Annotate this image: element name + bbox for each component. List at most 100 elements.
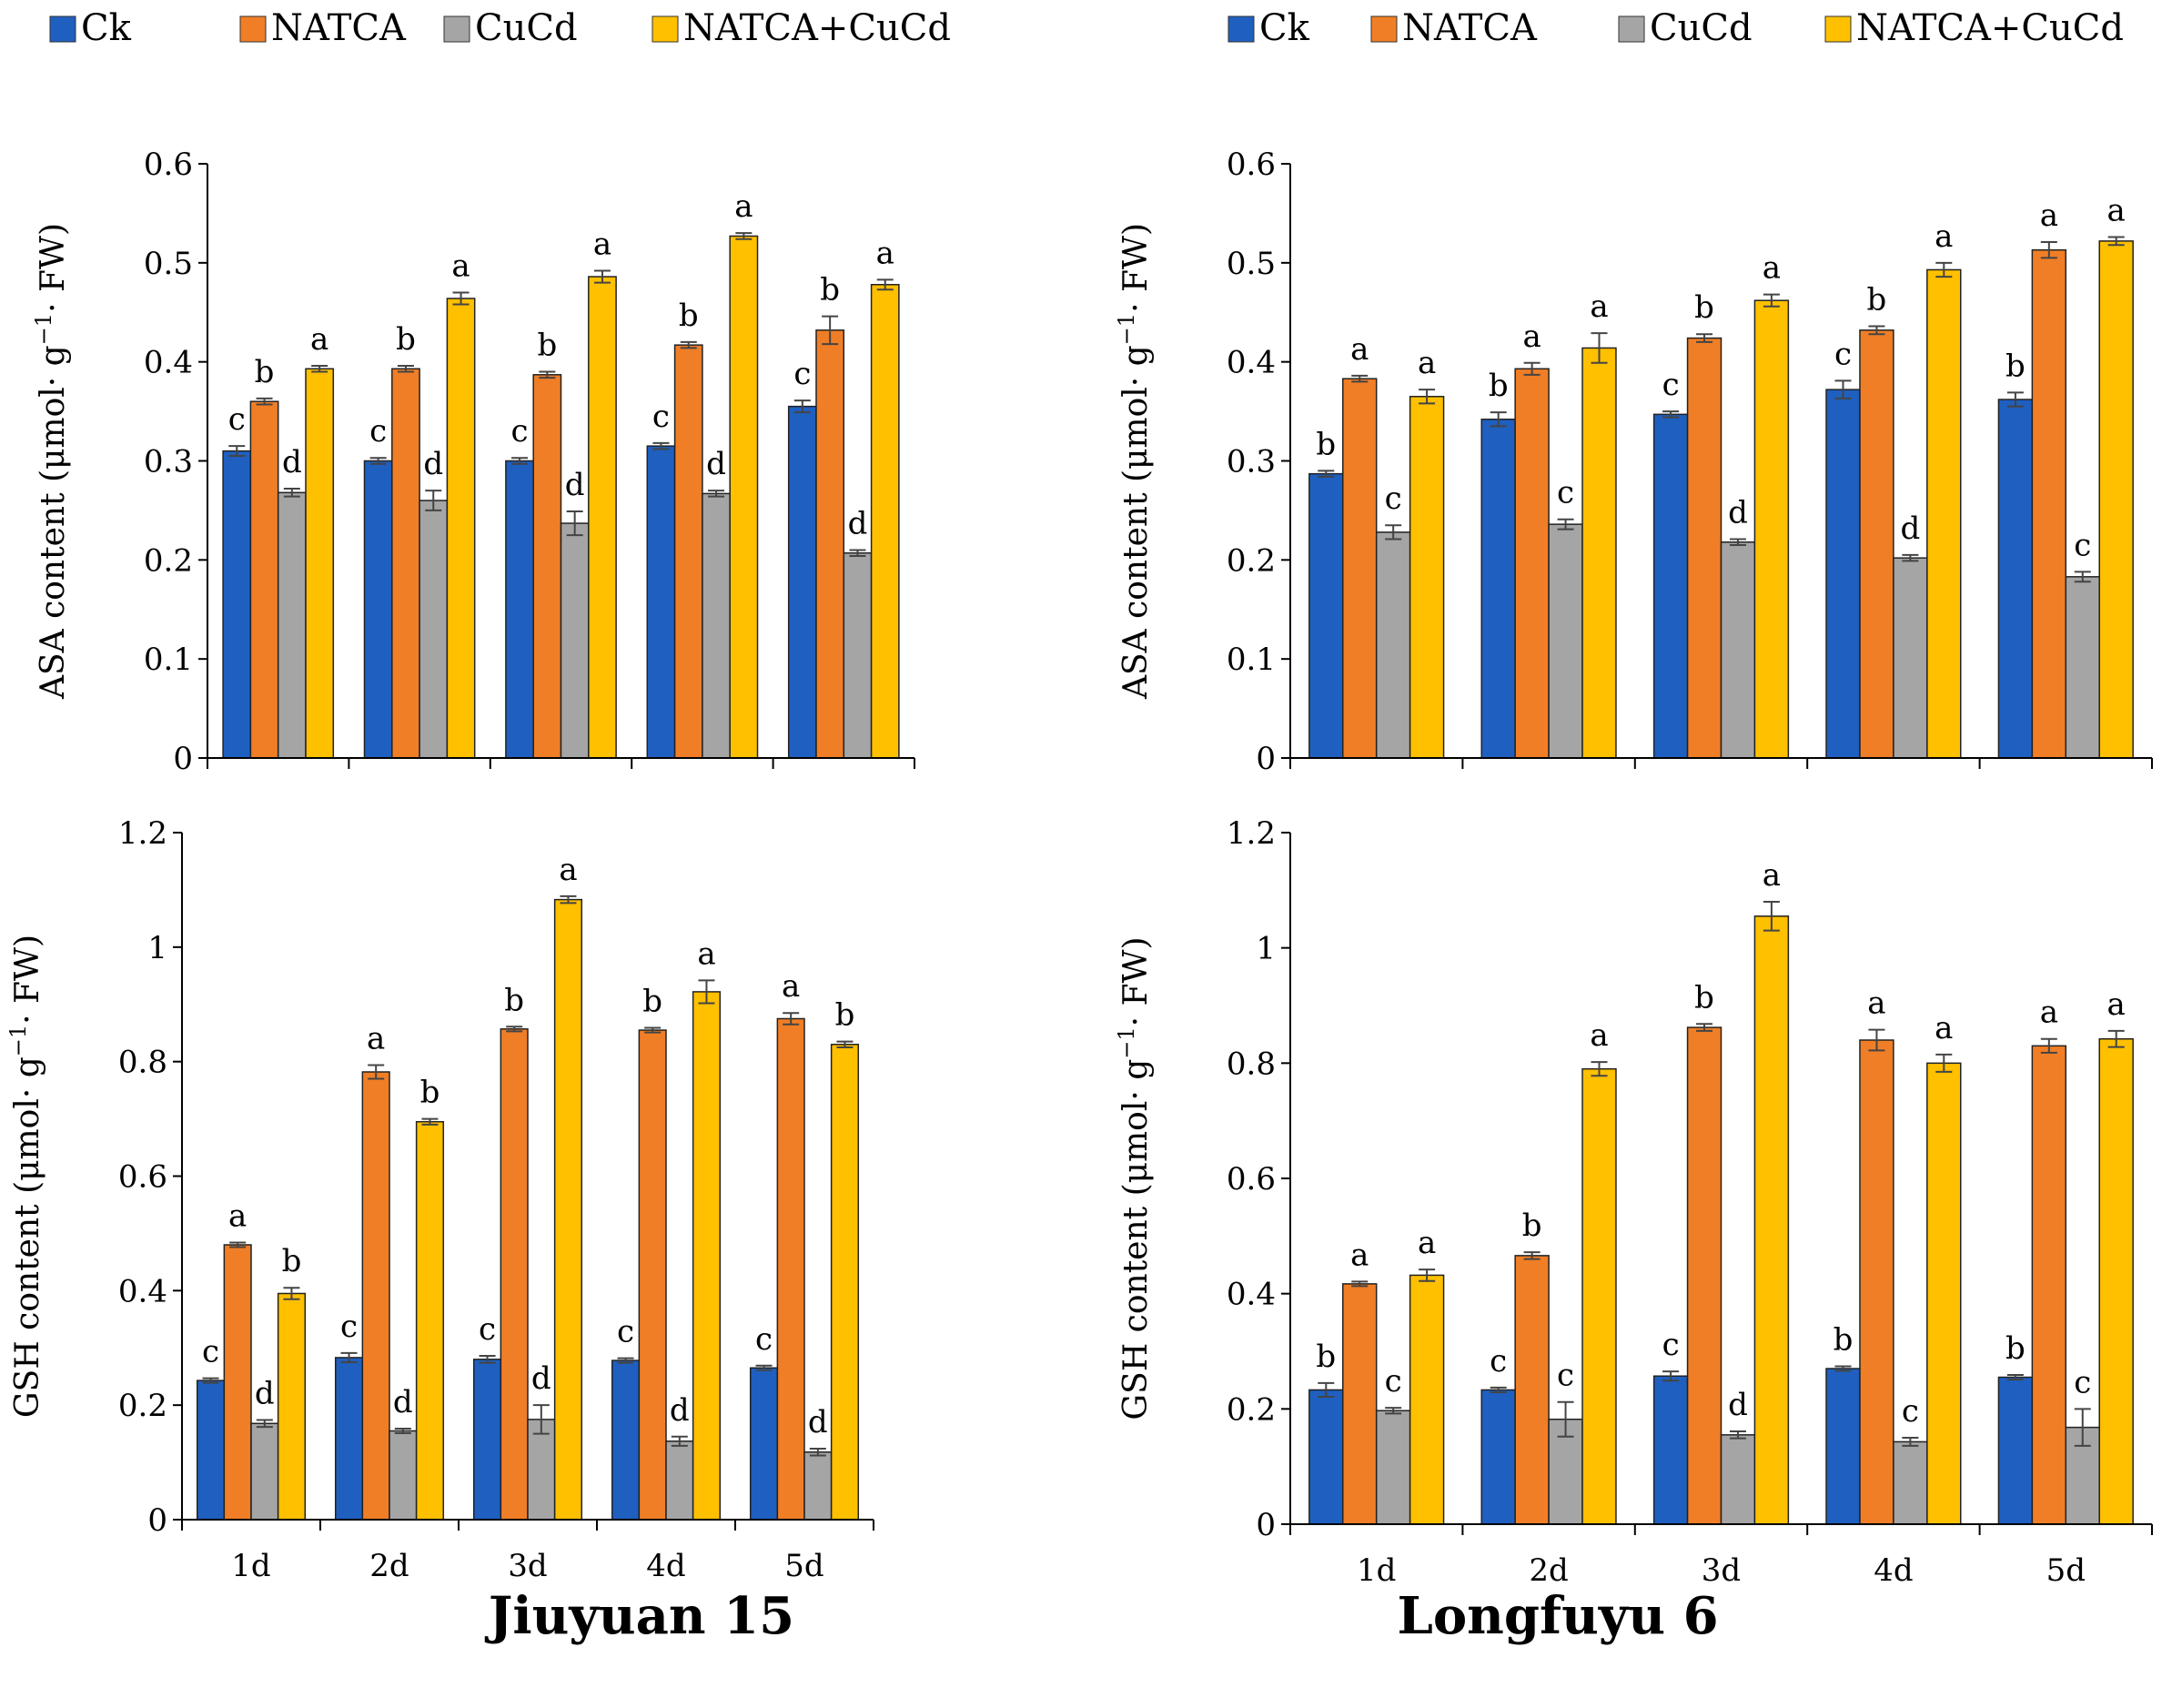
error-bar — [849, 549, 866, 557]
bar — [500, 1028, 529, 1521]
error-bar — [1868, 325, 1885, 336]
x-tick-label: 5d — [784, 1548, 823, 1584]
error-bar — [1591, 1061, 1608, 1077]
error-bar — [283, 487, 300, 498]
significance-letter: d — [423, 446, 443, 482]
significance-letter: b — [1867, 281, 1887, 318]
significance-letter: d — [670, 1392, 690, 1429]
significance-letter: d — [1728, 1387, 1748, 1423]
bar — [870, 284, 900, 759]
bar — [527, 1419, 556, 1521]
significance-letter: a — [876, 235, 894, 271]
cultivar-title-left: Jiuyuan 15 — [484, 1586, 794, 1646]
bar — [1409, 1274, 1445, 1525]
significance-letter: c — [1662, 1327, 1680, 1363]
bar — [843, 551, 873, 759]
significance-letter: c — [228, 401, 246, 438]
bar — [2098, 240, 2134, 759]
significance-letter: c — [202, 1334, 219, 1370]
significance-letter: a — [1418, 1225, 1436, 1261]
bar — [223, 1244, 252, 1521]
error-bar — [671, 1435, 688, 1447]
legend-item: CuCd — [443, 7, 578, 49]
legend-item: NATCA+CuCd — [652, 7, 951, 49]
significance-letter: b — [504, 982, 524, 1018]
bar — [776, 1017, 805, 1521]
significance-letter: c — [2074, 527, 2091, 563]
significance-letter: d — [848, 505, 868, 541]
bar — [1825, 389, 1861, 759]
bar — [1686, 1026, 1722, 1525]
bar — [250, 1422, 279, 1521]
significance-letter: d — [1900, 510, 1920, 547]
y-tick-label: 0 — [173, 741, 193, 777]
bar — [1859, 1039, 1894, 1525]
error-bar — [1523, 361, 1541, 376]
error-bar — [1834, 379, 1852, 399]
error-bar — [793, 399, 811, 414]
significance-letter: b — [537, 328, 557, 364]
legend-label: NATCA — [271, 7, 407, 49]
error-bar — [311, 365, 328, 373]
legend-swatch — [49, 15, 76, 43]
y-tick-label: 1.2 — [118, 815, 167, 852]
significance-letter: a — [2107, 193, 2126, 229]
legend-item: NATCA — [239, 7, 407, 49]
bar — [1480, 419, 1516, 759]
significance-letter: a — [1350, 331, 1369, 368]
legend-label: CuCd — [1650, 7, 1753, 49]
error-bar — [1935, 261, 1953, 278]
significance-letter: c — [1490, 1343, 1507, 1380]
significance-letter: b — [396, 321, 416, 358]
legend-swatch — [652, 15, 679, 43]
bar — [588, 276, 617, 759]
significance-letter: b — [1522, 1208, 1542, 1244]
significance-letter: a — [2040, 197, 2058, 234]
significance-letter: b — [1694, 979, 1714, 1016]
bar — [389, 1430, 418, 1521]
legend-item: NATCA+CuCd — [1824, 7, 2124, 49]
error-bar — [369, 457, 387, 465]
significance-letter: a — [228, 1198, 247, 1234]
bar — [1753, 299, 1790, 759]
error-bar — [479, 1355, 496, 1364]
bar — [1926, 1062, 1962, 1525]
significance-letter: b — [820, 272, 840, 308]
error-bar — [1591, 332, 1608, 364]
error-bar — [1351, 374, 1369, 383]
error-bar — [452, 291, 470, 306]
significance-letter: c — [2074, 1364, 2091, 1400]
y-tick-label: 0 — [147, 1502, 167, 1539]
significance-letter: a — [1763, 250, 1781, 287]
bar — [1893, 1440, 1928, 1525]
error-bar — [2040, 240, 2057, 259]
error-bar — [532, 1404, 550, 1435]
y-tick-label: 0.1 — [1227, 642, 1276, 678]
y-tick-label: 0.2 — [118, 1388, 167, 1424]
bar — [803, 1451, 833, 1521]
error-bar — [256, 1419, 273, 1429]
error-bar — [397, 365, 414, 373]
bar — [222, 450, 252, 759]
significance-letter: c — [1385, 1363, 1402, 1400]
error-bar — [2006, 391, 2024, 408]
error-bar — [1490, 411, 1507, 428]
significance-letter: d — [531, 1360, 551, 1397]
bar — [1720, 1434, 1756, 1525]
significance-letter: b — [679, 298, 699, 334]
bar — [749, 1367, 779, 1521]
significance-letter: b — [835, 997, 855, 1034]
error-bar — [822, 315, 839, 346]
significance-letter: b — [420, 1075, 440, 1111]
bar — [1581, 1067, 1617, 1525]
bar — [553, 898, 583, 1521]
significance-letter: d — [808, 1404, 828, 1440]
bar — [334, 1357, 364, 1521]
significance-letter: a — [1522, 318, 1541, 355]
legend-swatch — [443, 15, 470, 43]
significance-letter: a — [451, 248, 470, 284]
significance-letter: c — [793, 356, 811, 392]
legend-swatch — [1618, 15, 1645, 43]
error-bar — [1490, 1386, 1507, 1393]
bar — [1893, 557, 1928, 759]
